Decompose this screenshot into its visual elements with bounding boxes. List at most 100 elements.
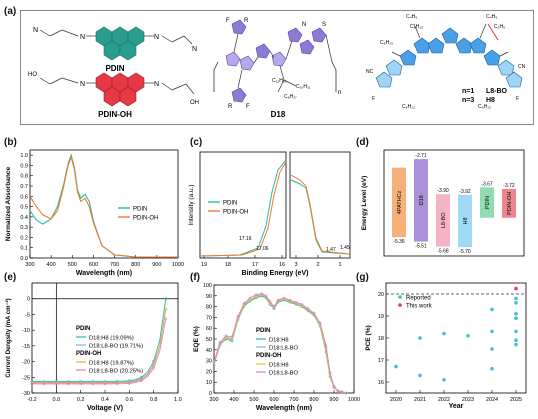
eqe-series-marker [324, 344, 328, 347]
eqe-series-marker [242, 302, 246, 305]
jv-series-marker [164, 297, 168, 301]
d18-n-subscript: n [338, 90, 341, 96]
jv-legend-label: D18:H8 (19.09%) [89, 336, 134, 342]
jv-ytick-label: -10 [22, 328, 30, 334]
jv-legend-label: D18:H8 (19.87%) [89, 361, 134, 367]
eqe-series-marker [344, 391, 348, 395]
eqe-ytick-label: 100 [203, 283, 212, 289]
eqe-series-marker [306, 307, 310, 311]
acceptor-nc: NC [366, 69, 374, 75]
pce-legend-marker [398, 303, 402, 307]
pce-point [442, 378, 446, 382]
ups-xtick-label: 3 [294, 262, 297, 268]
ups-left-frame [199, 151, 287, 259]
eqe-series-marker [300, 303, 304, 306]
energy-bar-label: L8-BO [441, 212, 447, 229]
acceptor-n1: n=1 [462, 88, 474, 95]
jv-series-marker [91, 382, 95, 386]
jv-legend-group-label: PDIN [76, 326, 90, 332]
absorbance-ytick-label: 0.5 [20, 205, 28, 211]
pce-point [490, 307, 494, 312]
energy-bar-label: D18 [419, 195, 425, 205]
eqe-series-marker [340, 390, 344, 394]
absorbance-ytick-label: 0.4 [20, 215, 28, 221]
ups-xtick-label: 1 [338, 262, 341, 268]
jv-xtick-label: 0.6 [126, 397, 134, 403]
d18-c12h25: C₁₂H₂₅ [272, 78, 287, 84]
eqe-series-marker [272, 305, 276, 308]
jv-ytick-label: -15 [22, 344, 30, 350]
pce-point [442, 331, 446, 336]
jv-xlabel: Voltage (V) [87, 405, 123, 412]
pce-point [514, 296, 518, 301]
ups-legend-label: PDIN-OH [223, 210, 248, 216]
eqe-legend-group-label: PDIN-OH [256, 353, 281, 359]
eqe-xtick-label: 1000 [348, 397, 360, 403]
jv-series-marker [115, 382, 119, 386]
eqe-ytick-label: 20 [206, 369, 212, 375]
ups-legend-label: PDIN [223, 201, 237, 207]
jv-series-line [32, 309, 167, 383]
eqe-series-marker [254, 293, 258, 297]
pce-ylabel: PCE (%) [365, 325, 372, 350]
jv-ytick-label: -30 [22, 391, 30, 397]
absorbance-xtick-label: 400 [47, 262, 56, 268]
ups-series-line [200, 161, 287, 257]
panel-label-d: (d) [356, 137, 369, 148]
acceptor-cn: CN [518, 64, 526, 70]
jv-series-marker [103, 382, 107, 386]
jv-ylabel: Current Dengsity (mA cm⁻²) [5, 298, 12, 377]
jv-xtick-label: 0.4 [101, 397, 109, 403]
energy-bar-label: PDIN-OH [507, 192, 513, 215]
absorbance-ytick-label: 0.0 [20, 256, 28, 262]
pce-point [514, 342, 518, 347]
jv-series-line [32, 298, 167, 382]
pdin-n-left: N [80, 34, 85, 41]
eqe-series-line [213, 294, 347, 394]
jv-series-line [32, 309, 167, 384]
eqe-legend-label: D18:H8 [269, 338, 289, 344]
ups-annotation: 1.47 [326, 247, 336, 253]
absorbance-ytick-label: 0.1 [20, 246, 28, 252]
jv-series-marker [54, 382, 58, 386]
pce-point [490, 367, 494, 371]
absorbance-xtick-label: 700 [110, 262, 119, 268]
eqe-ytick-label: 40 [206, 348, 212, 354]
eqe-legend-label: D18:L8-BO [269, 346, 298, 352]
energy-bar [502, 188, 516, 218]
eqe-xtick-label: 800 [309, 397, 318, 403]
eqe-series-marker [268, 299, 272, 303]
jv-series-marker [152, 366, 156, 370]
eqe-legend-label: D18:L8-BO [269, 371, 298, 377]
ups-series-line [290, 174, 350, 255]
acceptor-c6h13-a: C₆H₁₃ [380, 40, 393, 46]
jv-series-line [32, 318, 167, 385]
absorbance-xtick-label: 1000 [172, 262, 184, 268]
absorbance-ytick-label: 1.0 [20, 153, 28, 159]
acceptor-c2h5: C₂H₅ [494, 24, 505, 30]
panel-label-a: (a) [4, 6, 17, 17]
pce-legend-label: This work [406, 304, 433, 310]
pce-point [514, 338, 518, 343]
absorbance-ytick-label: 0.3 [20, 225, 28, 231]
ups-annotation: 17.16 [239, 236, 252, 242]
ups-annotation: 1.45 [340, 245, 350, 251]
absorbance-xtick-label: 600 [89, 262, 98, 268]
pdin-n-amine-left: N [33, 27, 38, 34]
jv-xtick-label: 0.2 [77, 397, 85, 403]
jv-xtick-label: 1.0 [174, 397, 182, 403]
pce-point [466, 334, 470, 338]
jv-legend-label: D18:L8-BO (20.25%) [89, 369, 143, 375]
eqe-xtick-label: 300 [209, 397, 218, 403]
d18-r-bottom: R [228, 104, 233, 110]
eqe-series-marker [248, 296, 252, 300]
eqe-ytick-label: 10 [206, 380, 212, 386]
absorbance-legend-label: PDIN-OH [133, 216, 158, 222]
pdin-structure: N N N N PDIN [33, 26, 197, 73]
eqe-series-marker [212, 360, 216, 364]
absorbance-series-line [29, 153, 178, 258]
absorbance-xlabel: Wavelength (nm) [76, 270, 132, 277]
pce-point [418, 373, 422, 378]
acceptor-f-right: F [516, 96, 519, 102]
